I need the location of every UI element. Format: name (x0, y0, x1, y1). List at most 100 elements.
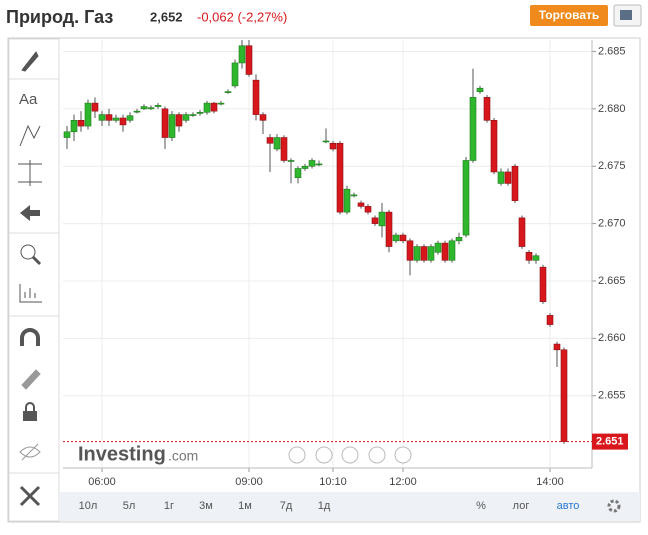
candle-body (301, 165, 309, 169)
candle-body (525, 251, 533, 261)
lock-shackle (25, 402, 35, 411)
zoom-icon[interactable] (20, 244, 36, 260)
candle-body (385, 211, 393, 247)
candle-body (182, 114, 190, 121)
text-icon[interactable]: Aa (19, 91, 38, 108)
scale-button[interactable]: лог (513, 500, 530, 512)
candle-body (553, 343, 561, 351)
price: 2,652 (150, 9, 183, 24)
last-price-label: 2.651 (596, 436, 624, 448)
x-tick-label: 06:00 (88, 476, 116, 488)
nav-button[interactable] (315, 446, 333, 464)
pencil-icon[interactable] (21, 369, 41, 390)
candle-body (350, 194, 358, 197)
candle-body (532, 255, 540, 261)
fib-icon[interactable] (18, 160, 42, 186)
watermark: Investing (78, 443, 166, 465)
y-tick-label: 2.670 (598, 217, 626, 229)
candle-body (175, 114, 183, 127)
y-tick-label: 2.685 (598, 45, 626, 57)
scale-button[interactable]: авто (557, 500, 580, 512)
candle-body (364, 206, 372, 213)
period-button[interactable]: 1г (164, 500, 174, 512)
period-button[interactable]: 10л (79, 500, 98, 512)
candle-body (371, 217, 379, 224)
candle-body (413, 246, 421, 261)
nav-button[interactable] (394, 446, 412, 464)
nav-button[interactable] (341, 446, 359, 464)
toolbar-icons: Aa (9, 51, 59, 507)
candle-body (329, 142, 337, 150)
candle-body (70, 120, 78, 133)
candle-body (189, 114, 197, 116)
hide-icon[interactable] (19, 443, 41, 461)
period-button[interactable]: 1д (318, 500, 331, 512)
candle-body (448, 240, 456, 261)
candle-body (140, 106, 148, 110)
x-tick-label: 10:10 (319, 476, 347, 488)
change: -0,062 (-2,27%) (197, 9, 287, 24)
y-tick-label: 2.665 (598, 275, 626, 287)
trade-button[interactable] (530, 5, 608, 26)
candle-body (336, 142, 344, 213)
period-button[interactable]: 3м (199, 500, 213, 512)
brush-icon[interactable] (21, 51, 39, 72)
candle-body (546, 315, 554, 325)
candle-body (91, 102, 99, 112)
back-icon[interactable] (20, 205, 40, 221)
candle-body (119, 117, 127, 126)
candle-body (511, 165, 519, 201)
candle-body (497, 171, 505, 184)
settings-button[interactable] (607, 499, 621, 513)
y-tick-label: 2.655 (598, 390, 626, 402)
candle-body (259, 114, 267, 121)
candle-body (399, 234, 407, 242)
toolbar (8, 38, 60, 522)
candle-body (420, 246, 428, 261)
scale-button[interactable]: % (476, 500, 486, 512)
candle-body (252, 79, 260, 115)
candle-body (231, 62, 239, 87)
candle-body (196, 111, 204, 114)
candle-body (322, 140, 330, 143)
nav-button[interactable] (288, 446, 306, 464)
candle-body (147, 107, 155, 110)
last-price-tag (592, 433, 628, 450)
candle-body (315, 163, 323, 166)
tools-icon[interactable] (19, 485, 41, 507)
folder-icon (620, 10, 632, 20)
nav-button[interactable] (368, 446, 386, 464)
y-tick-label: 2.675 (598, 160, 626, 172)
candle-body (490, 120, 498, 173)
candle-body (84, 102, 92, 127)
candle-body (217, 102, 225, 105)
y-tick-label: 2.680 (598, 103, 626, 115)
candle-body (406, 240, 414, 261)
magnet-icon[interactable] (20, 328, 40, 346)
candle-body (392, 234, 400, 242)
candle-body (434, 242, 442, 253)
indicator-icon[interactable] (19, 284, 42, 303)
period-button[interactable]: 5л (123, 500, 136, 512)
candle-body (161, 108, 169, 138)
candle-body (98, 114, 106, 121)
candle-body (287, 160, 295, 162)
candle-body (427, 246, 435, 261)
candle-body (224, 91, 232, 93)
trade-button-label[interactable]: Торговать (539, 8, 600, 22)
period-button[interactable]: 1м (238, 500, 252, 512)
nav-controls (288, 446, 412, 464)
watermark-suffix: .com (168, 448, 198, 464)
candle-body (518, 217, 526, 247)
candle-body (441, 242, 449, 261)
candle-body (469, 97, 477, 161)
period-button[interactable]: 7д (280, 500, 293, 512)
zoom-handle (31, 255, 42, 266)
lock-icon[interactable] (23, 411, 37, 421)
toolbar-dividers (9, 78, 59, 474)
pattern-icon[interactable] (19, 124, 41, 147)
candle-body (238, 45, 246, 64)
candle-body (560, 349, 568, 442)
